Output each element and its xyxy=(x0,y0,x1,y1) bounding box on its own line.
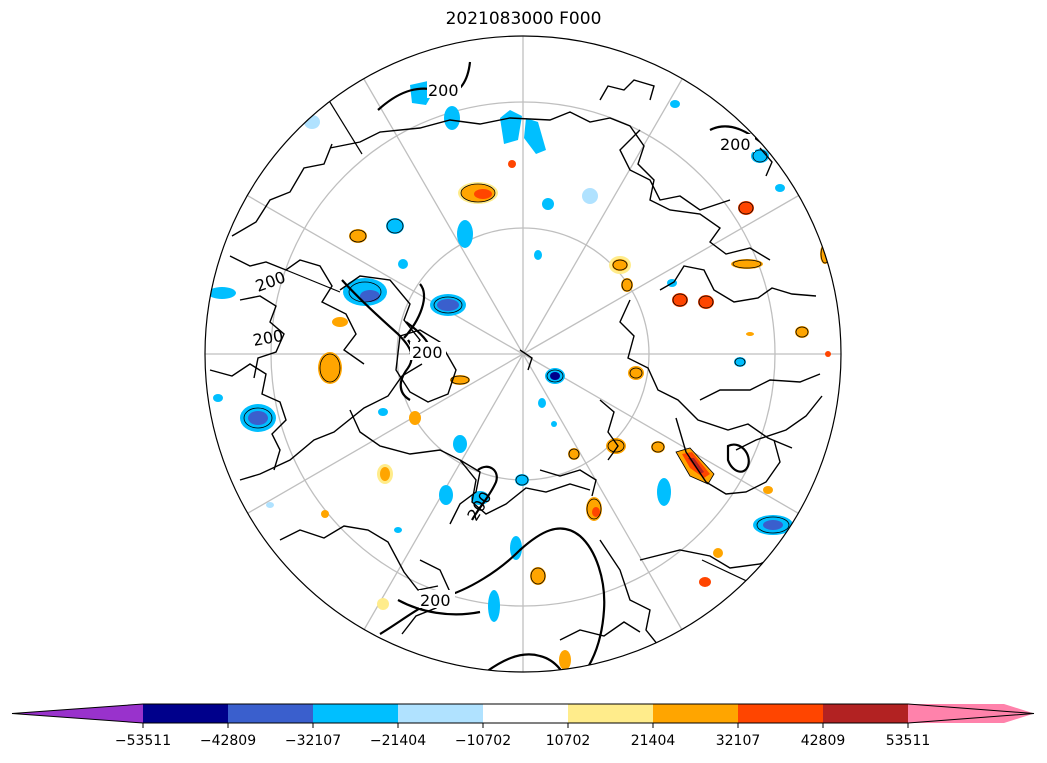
colorbar-ticks: −53511 −42809 −32107 −21404 −10702 10702 21404… xyxy=(115,723,930,749)
map-boundary xyxy=(204,35,842,673)
polar-map: 200 200 200 200 200 200 200 xyxy=(204,35,842,673)
colorbar-segment xyxy=(823,704,908,723)
colorbar-tick-label: −42809 xyxy=(200,733,256,749)
colorbar-tick-label: −53511 xyxy=(115,733,171,749)
colorbar-tick-label: −32107 xyxy=(285,733,341,749)
colorbar-tick-label: 53511 xyxy=(886,733,931,749)
colorbar-segment xyxy=(12,704,143,723)
colorbar-tick-label: 10702 xyxy=(546,733,591,749)
colorbar-segments xyxy=(11,703,1035,724)
contour-label: 200 xyxy=(412,343,443,362)
colorbar-segment xyxy=(398,704,483,723)
colorbar-tick-label: −21404 xyxy=(370,733,426,749)
colorbar-tick-label: 21404 xyxy=(631,733,676,749)
map-title: 2021083000 F000 xyxy=(445,9,602,29)
coastlines xyxy=(209,79,823,672)
colorbar-segment xyxy=(653,704,738,723)
contour-label-group: 200 200 200 200 200 200 200 xyxy=(251,80,755,610)
colorbar-segment xyxy=(738,704,823,723)
colorbar-segment xyxy=(483,704,568,723)
contour-label: 200 xyxy=(720,135,751,154)
colorbar-segment xyxy=(568,704,653,723)
contour-label: 200 xyxy=(428,81,459,100)
colorbar-tick-label: −10702 xyxy=(455,733,511,749)
shading-warm xyxy=(318,160,831,670)
colorbar-segment xyxy=(143,704,228,723)
colorbar-segment xyxy=(313,704,398,723)
contour-label: 200 xyxy=(420,591,451,610)
colorbar: −53511 −42809 −32107 −21404 −10702 10702 21404… xyxy=(11,703,1035,749)
colorbar-segment xyxy=(908,704,1034,723)
colorbar-tick-label: 32107 xyxy=(716,733,761,749)
colorbar-segment xyxy=(228,704,313,723)
colorbar-tick-label: 42809 xyxy=(801,733,846,749)
